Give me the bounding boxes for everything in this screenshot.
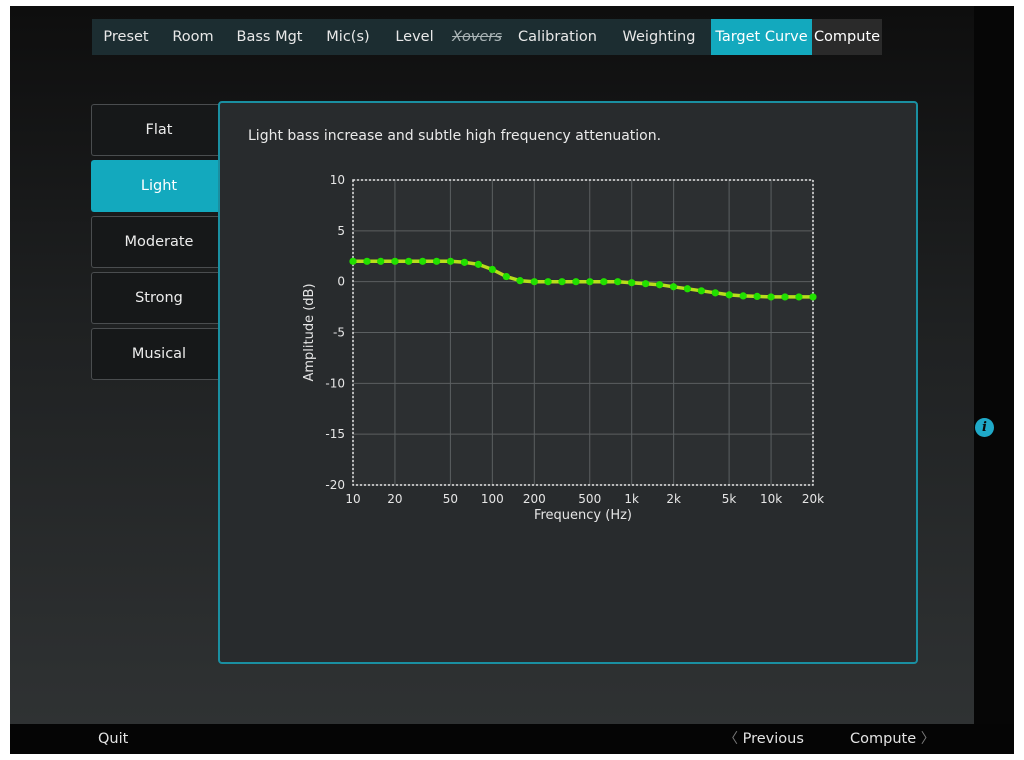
tab-weighting[interactable]: Weighting [607,19,711,55]
tab-bar: Preset Room Bass Mgt Mic(s) Level Xovers Calib… [92,19,882,55]
data-point [446,257,455,265]
quit-button[interactable]: Quit [98,731,129,747]
preset-light[interactable]: Light [91,160,226,212]
compute-button[interactable]: Compute 〉 [850,724,935,754]
data-point [642,280,650,288]
data-point [655,281,664,289]
data-point [600,278,608,286]
previous-button[interactable]: 〈 Previous [724,724,804,754]
tab-room[interactable]: Room [160,19,226,55]
x-axis-label: Frequency (Hz) [534,508,632,523]
y-tick-label: -20 [325,478,345,492]
data-point [558,278,566,286]
data-point [391,257,399,265]
data-point [488,265,496,274]
data-point [614,278,622,286]
tab-calibration[interactable]: Calibration [508,19,607,55]
y-tick-label: -15 [325,427,345,441]
data-point [781,293,789,301]
data-point [363,257,371,265]
x-tick-label: 500 [578,492,601,506]
x-tick-label: 10 [345,492,360,506]
preset-strong[interactable]: Strong [91,272,226,324]
tab-target-curve[interactable]: Target Curve [711,19,812,55]
preset-description: Light bass increase and subtle high freq… [248,128,662,144]
preset-moderate[interactable]: Moderate [91,216,226,268]
data-point [753,292,761,301]
data-point [530,278,538,286]
data-point [683,285,692,293]
data-point [669,283,678,291]
x-tick-label: 20k [802,492,824,506]
data-point [516,277,524,285]
bottom-bar: Quit 〈 Previous Compute 〉 [10,724,1014,754]
y-tick-label: -5 [333,326,345,340]
data-point [739,292,747,300]
data-point [502,272,510,281]
data-point [697,287,705,295]
data-point [474,260,482,268]
data-point [809,293,817,301]
y-tick-label: 5 [337,224,345,238]
info-icon[interactable]: i [975,418,994,437]
data-point [725,291,733,299]
data-point [628,279,636,287]
data-point [572,278,580,286]
data-point [586,278,594,286]
x-tick-label: 100 [481,492,504,506]
data-point [711,289,719,297]
tab-bass-mgt[interactable]: Bass Mgt [226,19,313,55]
data-point [432,257,441,265]
compute-label: Compute [850,731,917,747]
y-axis-label: Amplitude (dB) [302,283,317,381]
data-point [460,258,469,266]
y-tick-label: 10 [330,173,345,187]
chevron-right-icon: 〉 [920,731,935,747]
preset-musical[interactable]: Musical [91,328,226,380]
target-curve-chart: 10 20 50 100 200 500 1k 2k 5k 10k 20k1050-5-10-15-… [302,173,824,523]
data-point [795,293,803,301]
x-tick-label: 1k [624,492,639,506]
tab-xovers[interactable]: Xovers [446,19,508,55]
data-point [377,257,385,265]
data-point [544,278,552,286]
x-tick-label: 10k [760,492,782,506]
data-point [767,293,775,301]
tab-compute[interactable]: Compute [812,19,882,55]
data-point [349,257,357,265]
tab-preset[interactable]: Preset [92,19,160,55]
tab-level[interactable]: Level [383,19,446,55]
x-tick-label: 20 [387,492,402,506]
chevron-left-icon: 〈 [724,731,738,747]
y-tick-label: -10 [325,376,345,390]
data-point [419,257,427,265]
x-tick-label: 200 [523,492,546,506]
x-tick-label: 2k [666,492,681,506]
previous-label: Previous [742,731,804,747]
plot-frame [352,179,814,486]
x-tick-label: 5k [722,492,737,506]
y-tick-label: 0 [337,275,345,289]
preset-flat[interactable]: Flat [91,104,226,156]
tab-mic-s[interactable]: Mic(s) [313,19,383,55]
right-strip [974,6,1014,724]
data-point [405,257,413,265]
x-tick-label: 50 [443,492,458,506]
series-line [353,259,813,299]
